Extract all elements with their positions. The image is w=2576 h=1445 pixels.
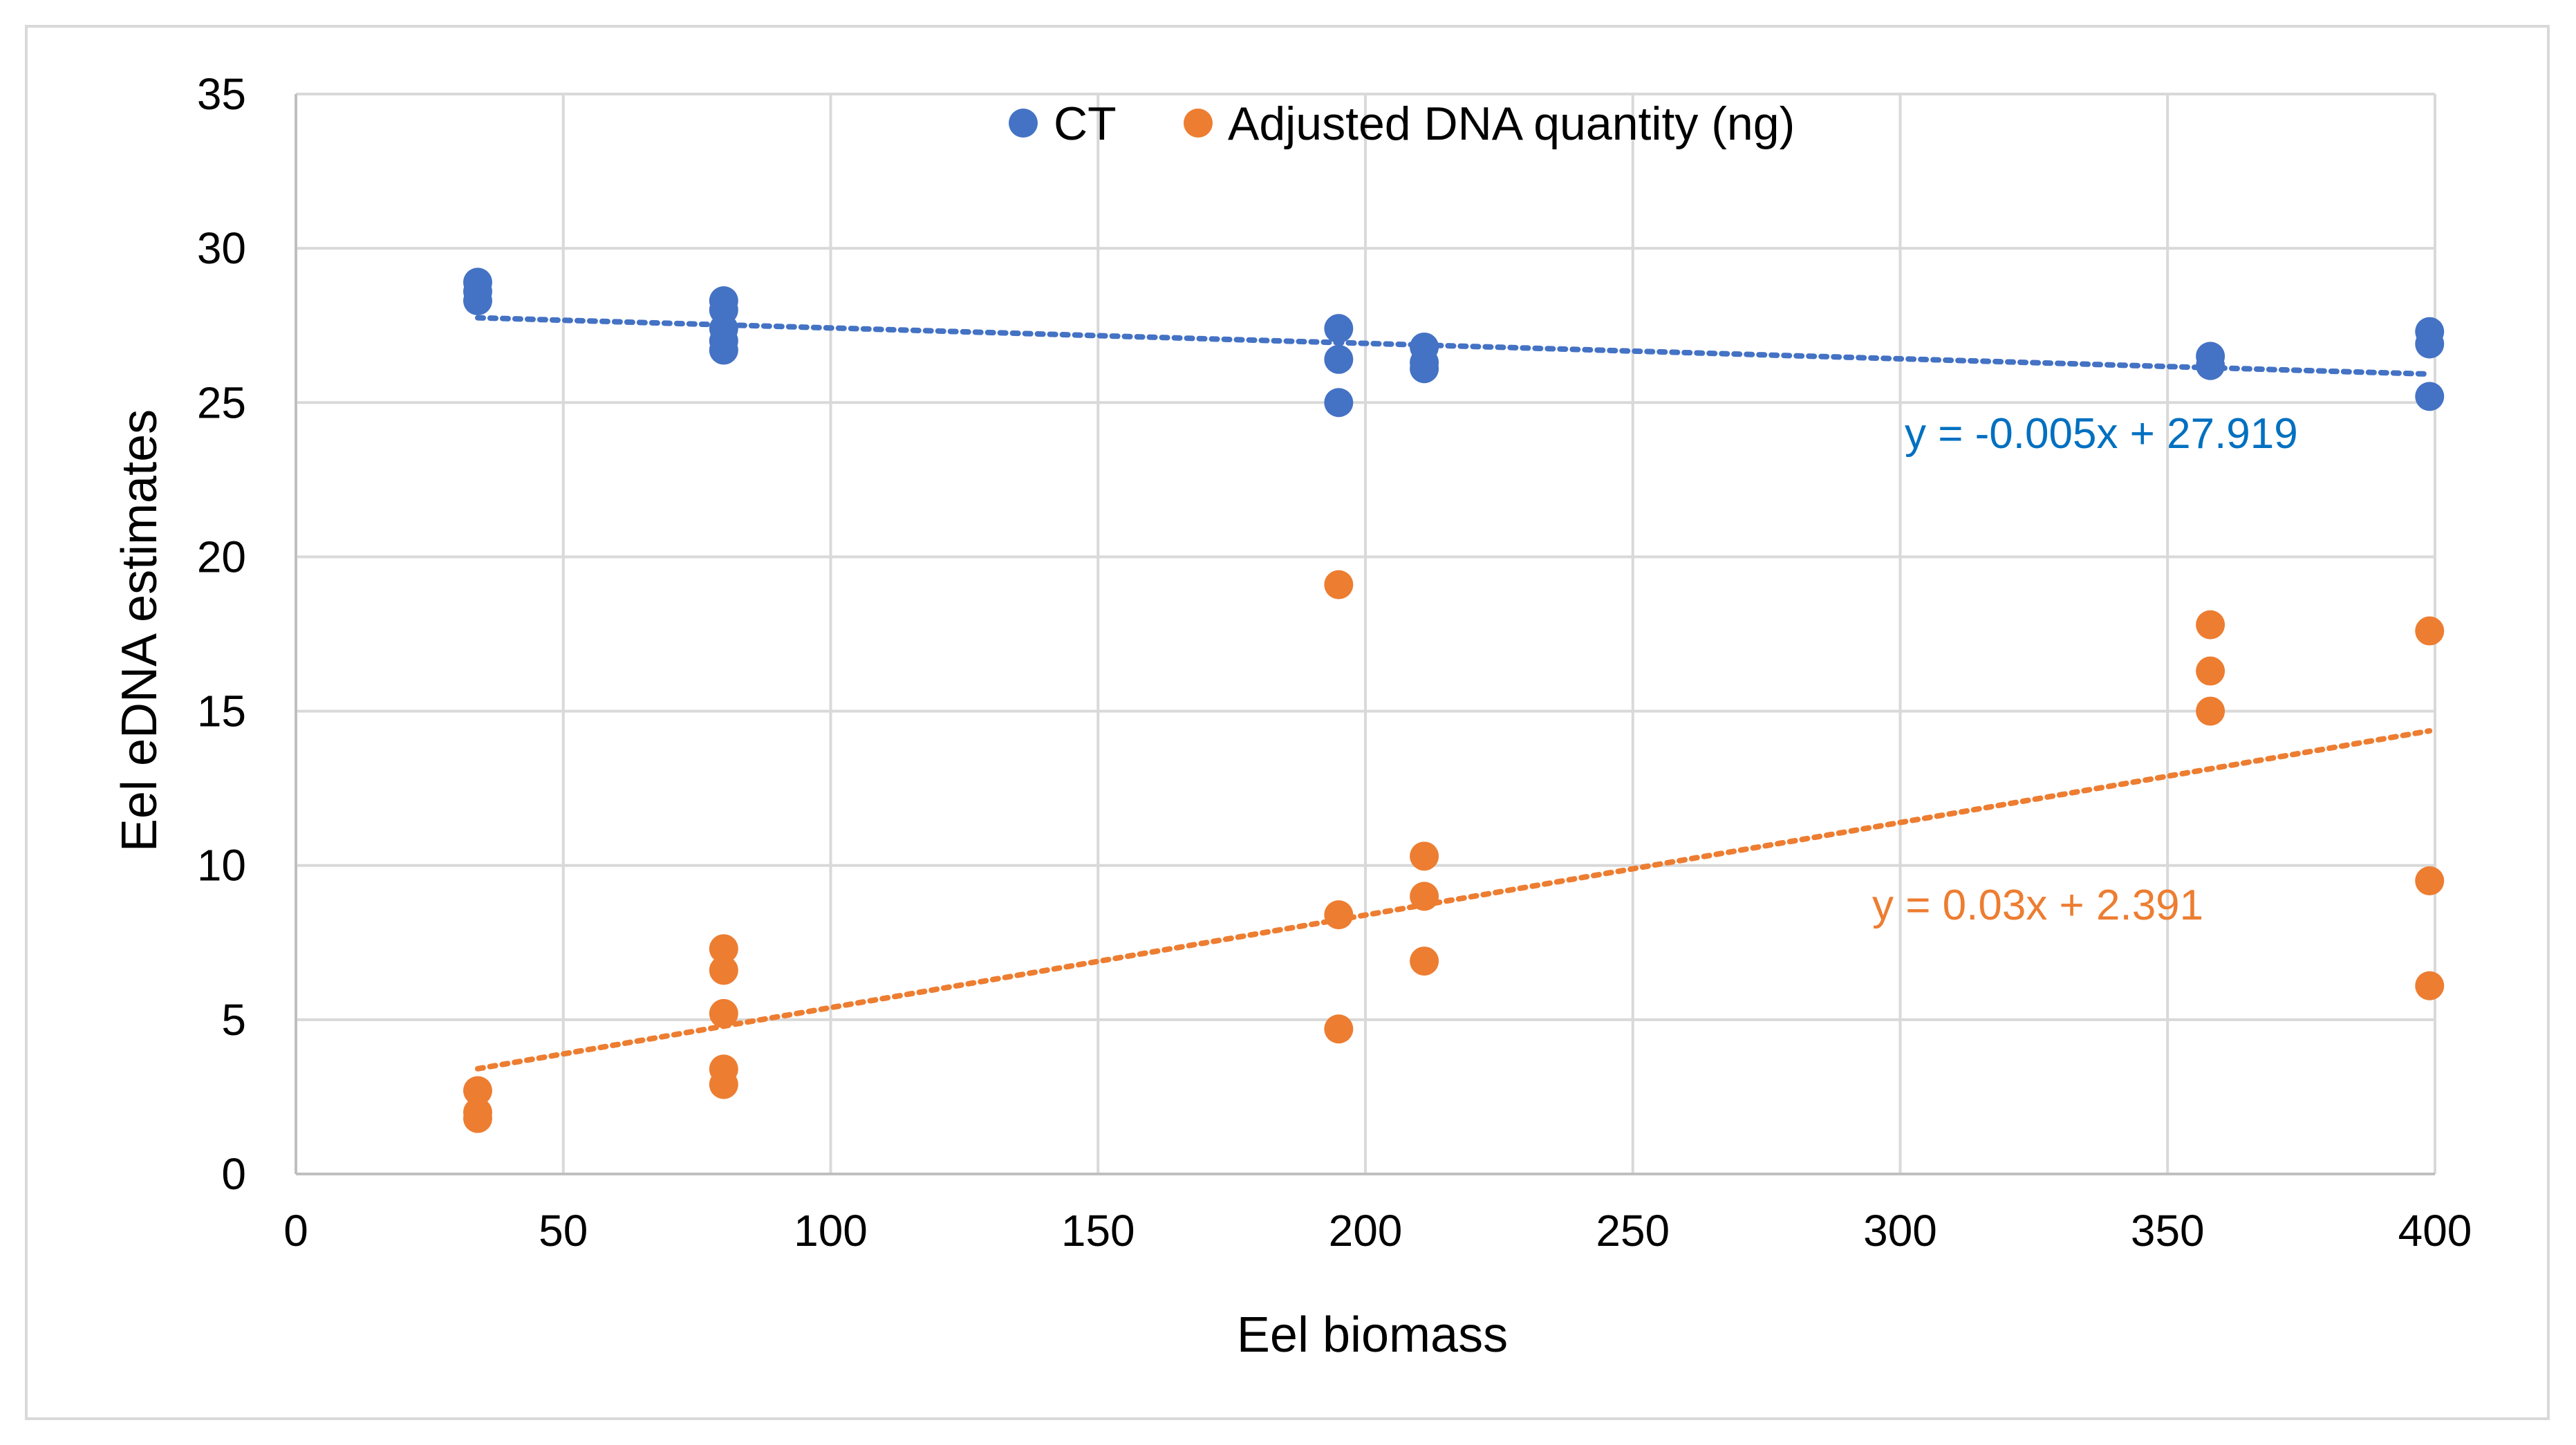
axes [295, 94, 2435, 1175]
y-tick-label: 20 [197, 532, 246, 581]
x-tick-label: 0 [283, 1206, 308, 1256]
data-point-dna [2196, 656, 2225, 686]
data-point-ct [2415, 329, 2445, 359]
y-axis-title: Eel eDNA estimates [112, 409, 167, 852]
x-tick-label: 150 [1061, 1206, 1135, 1256]
trendline-ct [474, 315, 2433, 377]
data-point-dna [2196, 610, 2225, 640]
legend-marker [1184, 109, 1213, 138]
trendline-equation: y = -0.005x + 27.919 [1905, 410, 2298, 458]
x-tick-label: 100 [794, 1206, 868, 1256]
data-point-dna [1410, 882, 1439, 911]
x-tick-label: 300 [1863, 1206, 1937, 1256]
x-tick-label: 400 [2398, 1206, 2472, 1256]
y-tick-label: 5 [221, 995, 246, 1045]
data-point-dna [463, 1103, 492, 1133]
data-point-dna [709, 1070, 738, 1099]
data-point-ct [1324, 388, 1354, 418]
data-point-ct [1324, 344, 1354, 374]
trendline-equations: y = -0.005x + 27.919 y = 0.03x + 2.391 [1872, 410, 2298, 929]
chart-frame [25, 25, 2550, 1420]
data-point-dna [709, 934, 738, 964]
legend: CT Adjusted DNA quantity (ng) [1009, 97, 1795, 150]
data-point-dna [1410, 947, 1439, 976]
data-point-dna [1410, 841, 1439, 871]
x-axis-title: Eel biomass [1237, 1307, 1508, 1363]
data-point-ct [2415, 382, 2445, 411]
data-point-dna [1324, 570, 1354, 599]
data-point-ct [709, 335, 738, 365]
data-point-ct [1324, 314, 1354, 344]
y-tick-label: 0 [221, 1149, 246, 1199]
y-tick-label: 35 [197, 69, 246, 119]
data-point-dna [2415, 616, 2445, 646]
y-tick-label: 25 [197, 377, 246, 427]
data-point-dna [709, 998, 738, 1028]
x-tick-label: 50 [539, 1206, 588, 1256]
trendline-equation: y = 0.03x + 2.391 [1872, 882, 2203, 929]
data-point-dna [2415, 866, 2445, 896]
data-point-dna [2196, 696, 2225, 726]
tick-labels: 0 50 100 150 200 250 300 350 400 0 5 10 15 20 25 30 35 [197, 69, 2472, 1256]
data-point-dna [709, 955, 738, 985]
trendline-dna [474, 728, 2433, 1072]
data-point-ct [2196, 351, 2225, 380]
y-tick-label: 10 [197, 841, 246, 891]
data-point-dna [2415, 971, 2445, 1000]
data-point-ct [463, 286, 492, 316]
data-point-dna [1324, 900, 1354, 930]
legend-label: CT [1054, 97, 1117, 150]
gridlines [296, 93, 2436, 1174]
x-tick-label: 350 [2131, 1206, 2205, 1256]
x-tick-label: 250 [1596, 1206, 1670, 1256]
y-tick-label: 15 [197, 687, 246, 736]
legend-label: Adjusted DNA quantity (ng) [1228, 97, 1795, 150]
y-tick-label: 30 [197, 223, 246, 273]
data-point-ct [1410, 354, 1439, 384]
data-point-dna [1324, 1014, 1354, 1044]
data-points [463, 268, 2445, 1133]
legend-marker [1009, 109, 1038, 138]
data-point-dna [463, 1076, 492, 1106]
x-tick-label: 200 [1329, 1206, 1403, 1256]
trendlines [474, 315, 2433, 1072]
